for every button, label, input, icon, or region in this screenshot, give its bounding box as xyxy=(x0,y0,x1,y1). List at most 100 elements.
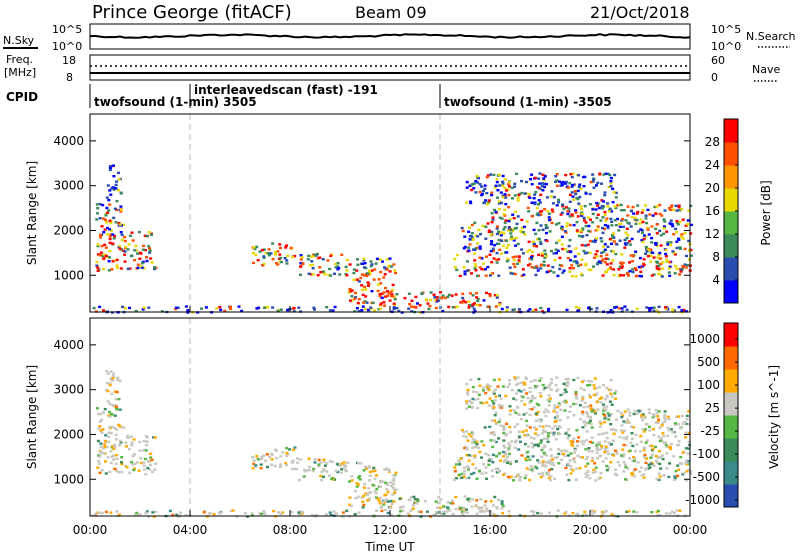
range-gate-cell xyxy=(558,419,562,422)
range-gate-cell xyxy=(111,233,115,236)
range-gate-cell xyxy=(271,242,275,245)
range-gate-cell xyxy=(393,491,397,494)
range-gate-cell xyxy=(135,461,139,464)
range-gate-cell xyxy=(322,460,326,464)
range-gate-cell xyxy=(602,384,605,387)
range-gate-cell xyxy=(517,430,521,433)
range-gate-cell xyxy=(383,304,387,307)
range-gate-cell xyxy=(417,510,421,513)
range-gate-cell xyxy=(462,475,466,478)
range-gate-cell xyxy=(434,306,438,310)
range-gate-cell xyxy=(582,420,586,423)
range-gate-cell xyxy=(463,470,467,473)
range-gate-cell xyxy=(377,499,381,502)
range-gate-cell xyxy=(601,216,605,219)
range-gate-cell xyxy=(632,475,636,478)
range-gate-cell xyxy=(251,251,255,255)
range-gate-cell xyxy=(558,404,562,407)
range-gate-cell xyxy=(160,310,164,313)
range-gate-cell xyxy=(560,264,564,267)
range-gate-cell xyxy=(607,418,611,421)
range-gate-cell xyxy=(630,472,634,475)
range-gate-cell xyxy=(502,460,506,463)
range-gate-cell xyxy=(569,173,573,176)
range-gate-cell xyxy=(410,305,413,308)
range-gate-cell xyxy=(516,196,520,200)
range-gate-cell xyxy=(104,510,108,514)
range-gate-cell xyxy=(556,427,560,431)
range-gate-cell xyxy=(604,257,608,260)
range-gate-cell xyxy=(271,453,274,456)
range-gate-cell xyxy=(567,434,571,437)
range-gate-cell xyxy=(537,444,540,448)
range-gate-cell xyxy=(508,444,512,447)
range-gate-cell xyxy=(133,462,137,466)
range-gate-cell xyxy=(297,511,301,514)
range-gate-cell xyxy=(527,210,531,213)
range-gate-cell xyxy=(522,273,526,276)
range-gate-cell xyxy=(601,403,605,406)
range-gate-cell xyxy=(538,425,542,428)
range-gate-cell xyxy=(484,500,488,503)
range-gate-cell xyxy=(640,239,644,242)
x-tick-label: 16:00 xyxy=(473,523,508,537)
range-gate-cell xyxy=(592,384,596,387)
range-gate-cell xyxy=(523,192,527,195)
range-gate-cell xyxy=(497,202,501,205)
range-gate-cell xyxy=(406,512,410,515)
range-gate-cell xyxy=(144,473,148,476)
range-gate-cell xyxy=(392,474,396,477)
range-gate-cell xyxy=(484,268,487,271)
range-gate-cell xyxy=(100,244,104,248)
range-gate-cell xyxy=(585,439,589,442)
range-gate-cell xyxy=(641,209,645,212)
range-gate-cell xyxy=(488,397,492,400)
range-gate-cell xyxy=(624,438,628,441)
range-gate-cell xyxy=(122,426,126,429)
range-gate-cell xyxy=(108,189,112,192)
range-gate-cell xyxy=(533,443,537,447)
range-gate-cell xyxy=(454,293,458,296)
range-gate-cell xyxy=(684,224,688,227)
range-gate-cell xyxy=(509,228,513,232)
range-gate-cell xyxy=(485,477,488,480)
range-gate-cell xyxy=(381,260,384,263)
range-gate-cell xyxy=(471,432,475,435)
range-gate-cell xyxy=(229,305,232,308)
range-gate-cell xyxy=(258,250,262,253)
range-gate-cell xyxy=(426,302,430,305)
range-gate-cell xyxy=(565,473,569,476)
range-gate-cell xyxy=(541,425,545,428)
range-gate-cell xyxy=(603,414,607,417)
range-gate-cell xyxy=(504,189,508,192)
range-gate-cell xyxy=(486,387,490,390)
range-gate-cell xyxy=(467,405,471,408)
range-gate-cell xyxy=(96,266,100,269)
colorbar-swatch xyxy=(724,165,738,189)
range-gate-cell xyxy=(601,512,605,516)
range-gate-cell xyxy=(487,457,491,461)
range-gate-cell xyxy=(393,298,397,301)
range-gate-cell xyxy=(521,268,525,271)
range-gate-cell xyxy=(100,469,104,472)
range-gate-cell xyxy=(605,431,609,434)
range-gate-cell xyxy=(538,240,542,243)
range-gate-cell xyxy=(661,457,665,461)
range-gate-cell xyxy=(104,472,108,475)
range-gate-cell xyxy=(451,512,455,516)
range-gate-cell xyxy=(503,178,507,181)
range-gate-cell xyxy=(126,267,130,271)
range-gate-cell xyxy=(597,260,601,263)
range-gate-cell xyxy=(112,372,116,375)
range-gate-cell xyxy=(482,510,486,513)
range-gate-cell xyxy=(556,509,560,512)
range-gate-cell xyxy=(516,382,520,385)
range-gate-cell xyxy=(605,468,609,472)
range-gate-cell xyxy=(334,262,338,266)
range-gate-cell xyxy=(536,238,540,241)
range-gate-cell xyxy=(357,310,361,313)
range-gate-cell xyxy=(567,244,571,248)
range-gate-cell xyxy=(566,210,570,213)
range-gate-cell xyxy=(501,511,505,515)
